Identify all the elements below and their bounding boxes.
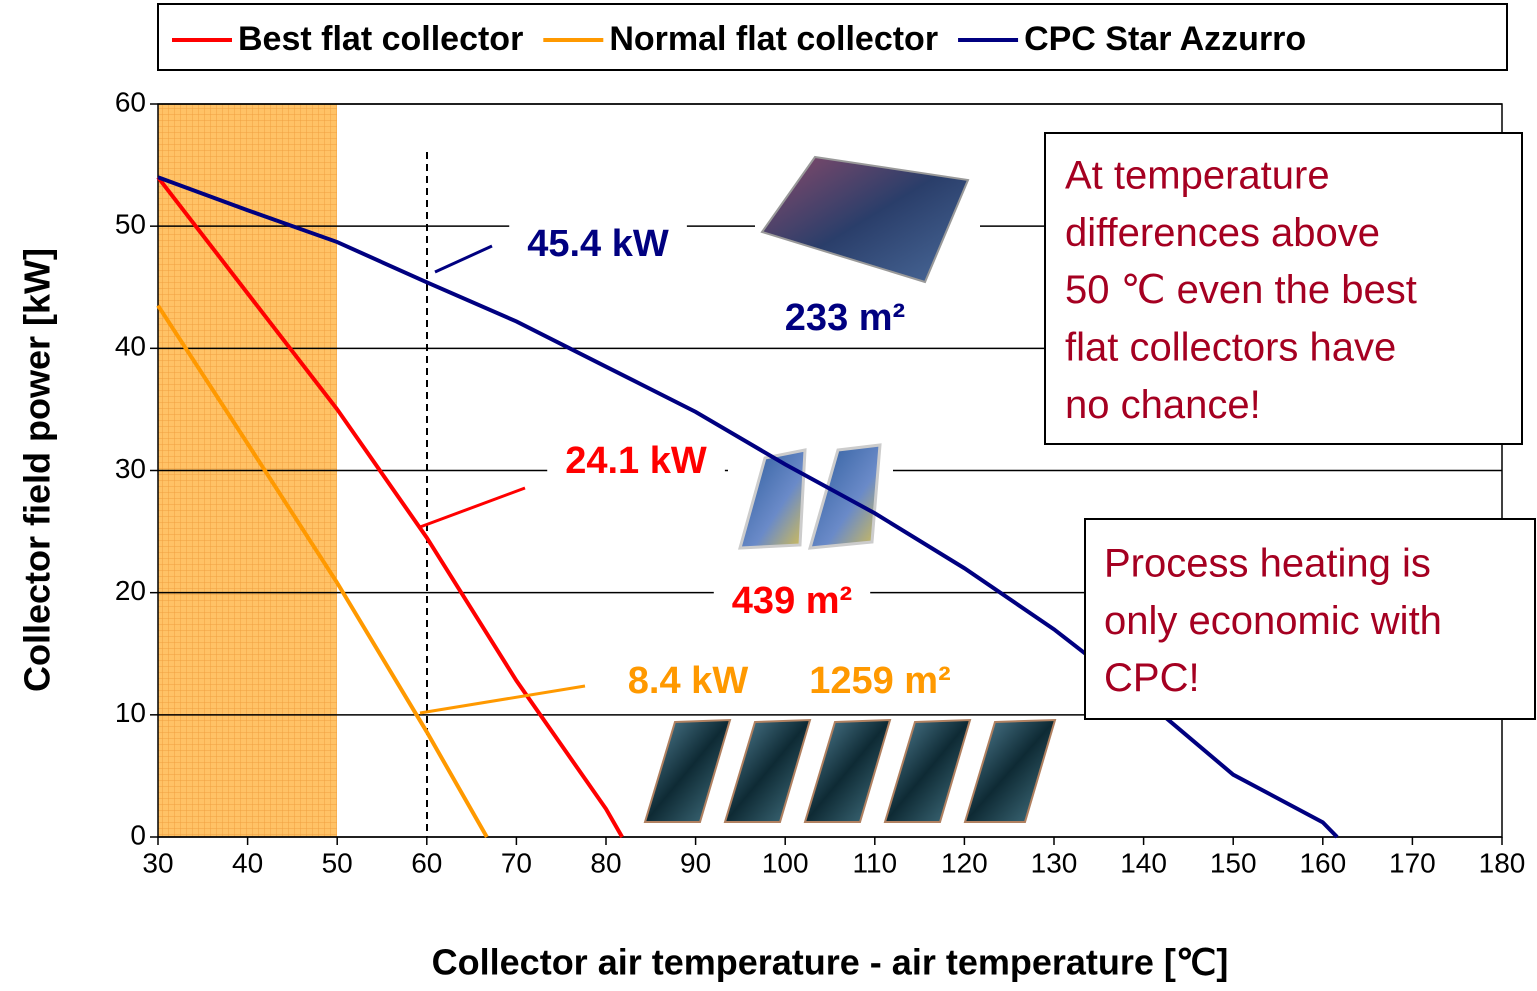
x-tick-label: 150 bbox=[1210, 847, 1257, 878]
y-tick-label: 60 bbox=[115, 86, 146, 117]
y-axis-label: Collector field power [kW] bbox=[17, 248, 58, 692]
flat-image bbox=[737, 448, 807, 550]
y-tick-label: 40 bbox=[115, 331, 146, 362]
note-text: differences above bbox=[1065, 211, 1380, 255]
annotation: 8.4 kW bbox=[628, 660, 749, 702]
x-tick-label: 30 bbox=[142, 847, 173, 878]
label-background bbox=[609, 656, 767, 707]
note-text: CPC! bbox=[1104, 656, 1200, 700]
leader-line bbox=[434, 244, 493, 274]
plot-frame bbox=[157, 103, 1503, 838]
x-tick-label: 180 bbox=[1479, 847, 1526, 878]
note-text: Process heating is bbox=[1104, 542, 1431, 586]
y-tick-label: 50 bbox=[115, 209, 146, 240]
x-tick-label: 120 bbox=[941, 847, 988, 878]
legend bbox=[157, 3, 1508, 71]
note-text: 50 ℃ even the best bbox=[1065, 268, 1417, 312]
leader-line bbox=[419, 486, 526, 529]
series-line bbox=[156, 176, 624, 838]
x-tick-label: 50 bbox=[322, 847, 353, 878]
panel-image bbox=[803, 718, 892, 823]
x-tick-label: 130 bbox=[1031, 847, 1078, 878]
label-background bbox=[509, 219, 687, 270]
note-text: At temperature bbox=[1065, 154, 1330, 198]
series-line bbox=[157, 175, 1339, 839]
series-line bbox=[156, 304, 489, 838]
note-text: only economic with bbox=[1104, 599, 1442, 643]
annotation: 45.4 kW bbox=[527, 223, 669, 265]
annotation: 439 m² bbox=[732, 580, 852, 622]
label-background bbox=[766, 293, 924, 344]
x-tick-label: 90 bbox=[680, 847, 711, 878]
label-background bbox=[547, 436, 725, 487]
legend-label: Normal flat collector bbox=[609, 20, 938, 58]
x-tick-label: 70 bbox=[501, 847, 532, 878]
y-tick-label: 20 bbox=[115, 575, 146, 606]
x-tick-label: 170 bbox=[1389, 847, 1436, 878]
panel-image bbox=[723, 718, 812, 823]
y-tick-label: 10 bbox=[115, 697, 146, 728]
x-axis-label: Collector air temperature - air temperat… bbox=[432, 942, 1229, 983]
note-box bbox=[1084, 518, 1536, 720]
legend-label: CPC Star Azzurro bbox=[1024, 20, 1306, 58]
panel-image bbox=[963, 718, 1057, 823]
x-tick-label: 140 bbox=[1120, 847, 1167, 878]
x-tick-label: 60 bbox=[411, 847, 442, 878]
panel-image bbox=[643, 718, 732, 823]
note-text: flat collectors have bbox=[1065, 325, 1396, 369]
x-tick-label: 110 bbox=[852, 847, 897, 878]
x-tick-label: 80 bbox=[590, 847, 621, 878]
collector-images bbox=[640, 150, 1065, 830]
legend-label: Best flat collector bbox=[238, 20, 523, 58]
note-text: no chance! bbox=[1065, 383, 1261, 427]
x-tick-label: 160 bbox=[1299, 847, 1346, 878]
annotation: 1259 m² bbox=[809, 660, 951, 702]
label-background bbox=[791, 656, 969, 707]
annotation: 24.1 kW bbox=[565, 440, 707, 482]
y-tick-label: 0 bbox=[130, 819, 146, 850]
cpc-image bbox=[760, 155, 970, 284]
label-background bbox=[713, 576, 871, 627]
panel-image bbox=[883, 718, 972, 823]
y-tick-label: 30 bbox=[115, 453, 146, 484]
x-tick-label: 100 bbox=[762, 847, 809, 878]
annotation: 233 m² bbox=[785, 297, 905, 339]
leader-line bbox=[419, 684, 586, 715]
x-tick-label: 40 bbox=[232, 847, 263, 878]
note-box bbox=[1044, 132, 1523, 445]
